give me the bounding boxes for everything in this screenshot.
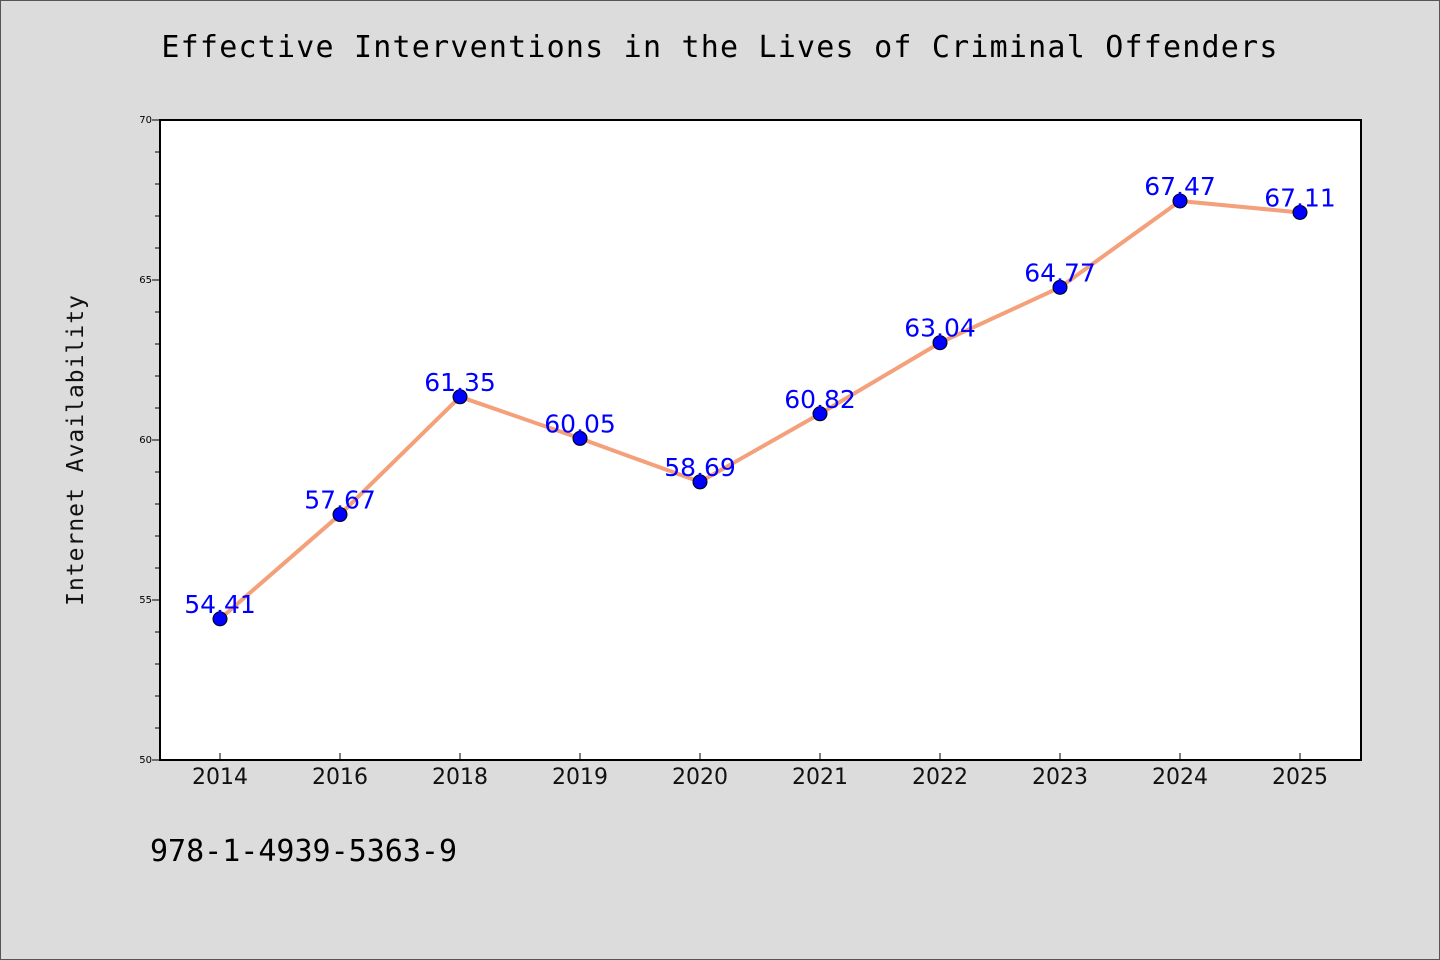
isbn-text: 978-1-4939-5363-9 — [150, 834, 458, 869]
y-tick-label: 60 — [139, 435, 152, 446]
y-tick-label: 50 — [139, 755, 152, 766]
data-label: 54.41 — [184, 590, 256, 619]
data-point — [812, 406, 828, 422]
data-point — [572, 430, 588, 446]
data-label: 61.35 — [424, 368, 496, 397]
y-tick-label: 70 — [139, 115, 152, 126]
y-tick-label: 65 — [139, 275, 152, 286]
series-line — [218, 198, 1301, 621]
data-labels: 54.41 57.67 61.35 60.05 58.69 60.82 63.04 64.77… — [184, 172, 1336, 619]
data-label: 58.69 — [664, 453, 736, 482]
series-markers — [212, 193, 1308, 627]
data-point — [332, 507, 348, 523]
plot-border — [159, 119, 1362, 761]
data-label: 64.77 — [1024, 258, 1096, 287]
x-axis: 2014 2016 2018 2019 2020 2021 2022 2023 2024 2025 — [192, 753, 1328, 790]
data-label: 60.82 — [784, 385, 856, 414]
x-tick-label: 2024 — [1152, 765, 1208, 790]
data-label: 60.05 — [544, 409, 616, 438]
data-point — [1292, 204, 1308, 220]
x-tick-label: 2025 — [1272, 765, 1328, 790]
data-point — [692, 474, 708, 490]
x-tick-label: 2023 — [1032, 765, 1088, 790]
x-tick-label: 2018 — [432, 765, 488, 790]
data-point — [212, 611, 228, 627]
y-tick-label: 55 — [139, 595, 152, 606]
x-tick-label: 2020 — [672, 765, 728, 790]
y-axis: 50 55 60 65 70 — [139, 115, 160, 766]
x-tick-label: 2021 — [792, 765, 848, 790]
data-point — [932, 335, 948, 351]
x-tick-label: 2019 — [552, 765, 608, 790]
x-tick-label: 2014 — [192, 765, 248, 790]
data-point — [1052, 279, 1068, 295]
data-label: 67.47 — [1144, 172, 1216, 201]
data-point — [1172, 193, 1188, 209]
x-tick-label: 2022 — [912, 765, 968, 790]
data-label: 63.04 — [904, 314, 976, 343]
data-label: 57.67 — [304, 486, 376, 515]
x-tick-label: 2016 — [312, 765, 368, 790]
plot-area — [160, 120, 1361, 760]
data-point — [452, 389, 468, 405]
data-label: 67.11 — [1264, 183, 1336, 212]
chart-title: Effective Interventions in the Lives of … — [161, 30, 1279, 65]
